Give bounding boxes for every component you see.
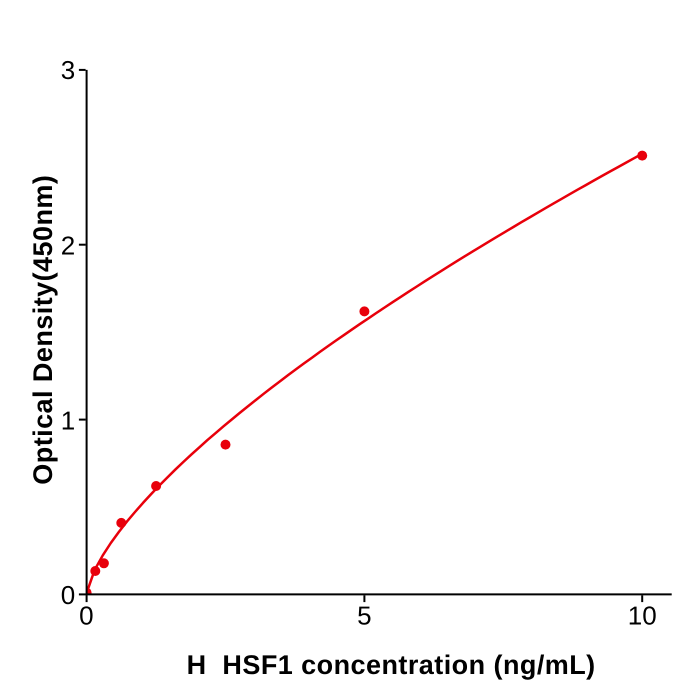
- svg-text:5: 5: [357, 600, 371, 630]
- svg-text:10: 10: [628, 600, 657, 630]
- svg-text:3: 3: [61, 55, 75, 85]
- svg-text:1: 1: [61, 405, 75, 435]
- svg-text:0: 0: [79, 600, 93, 630]
- svg-text:Optical Density(450nm): Optical Density(450nm): [28, 175, 58, 485]
- svg-text:H HSF1 concentration (ng/mL): H HSF1 concentration (ng/mL): [187, 650, 596, 680]
- svg-text:2: 2: [61, 230, 75, 260]
- svg-text:0: 0: [61, 580, 75, 610]
